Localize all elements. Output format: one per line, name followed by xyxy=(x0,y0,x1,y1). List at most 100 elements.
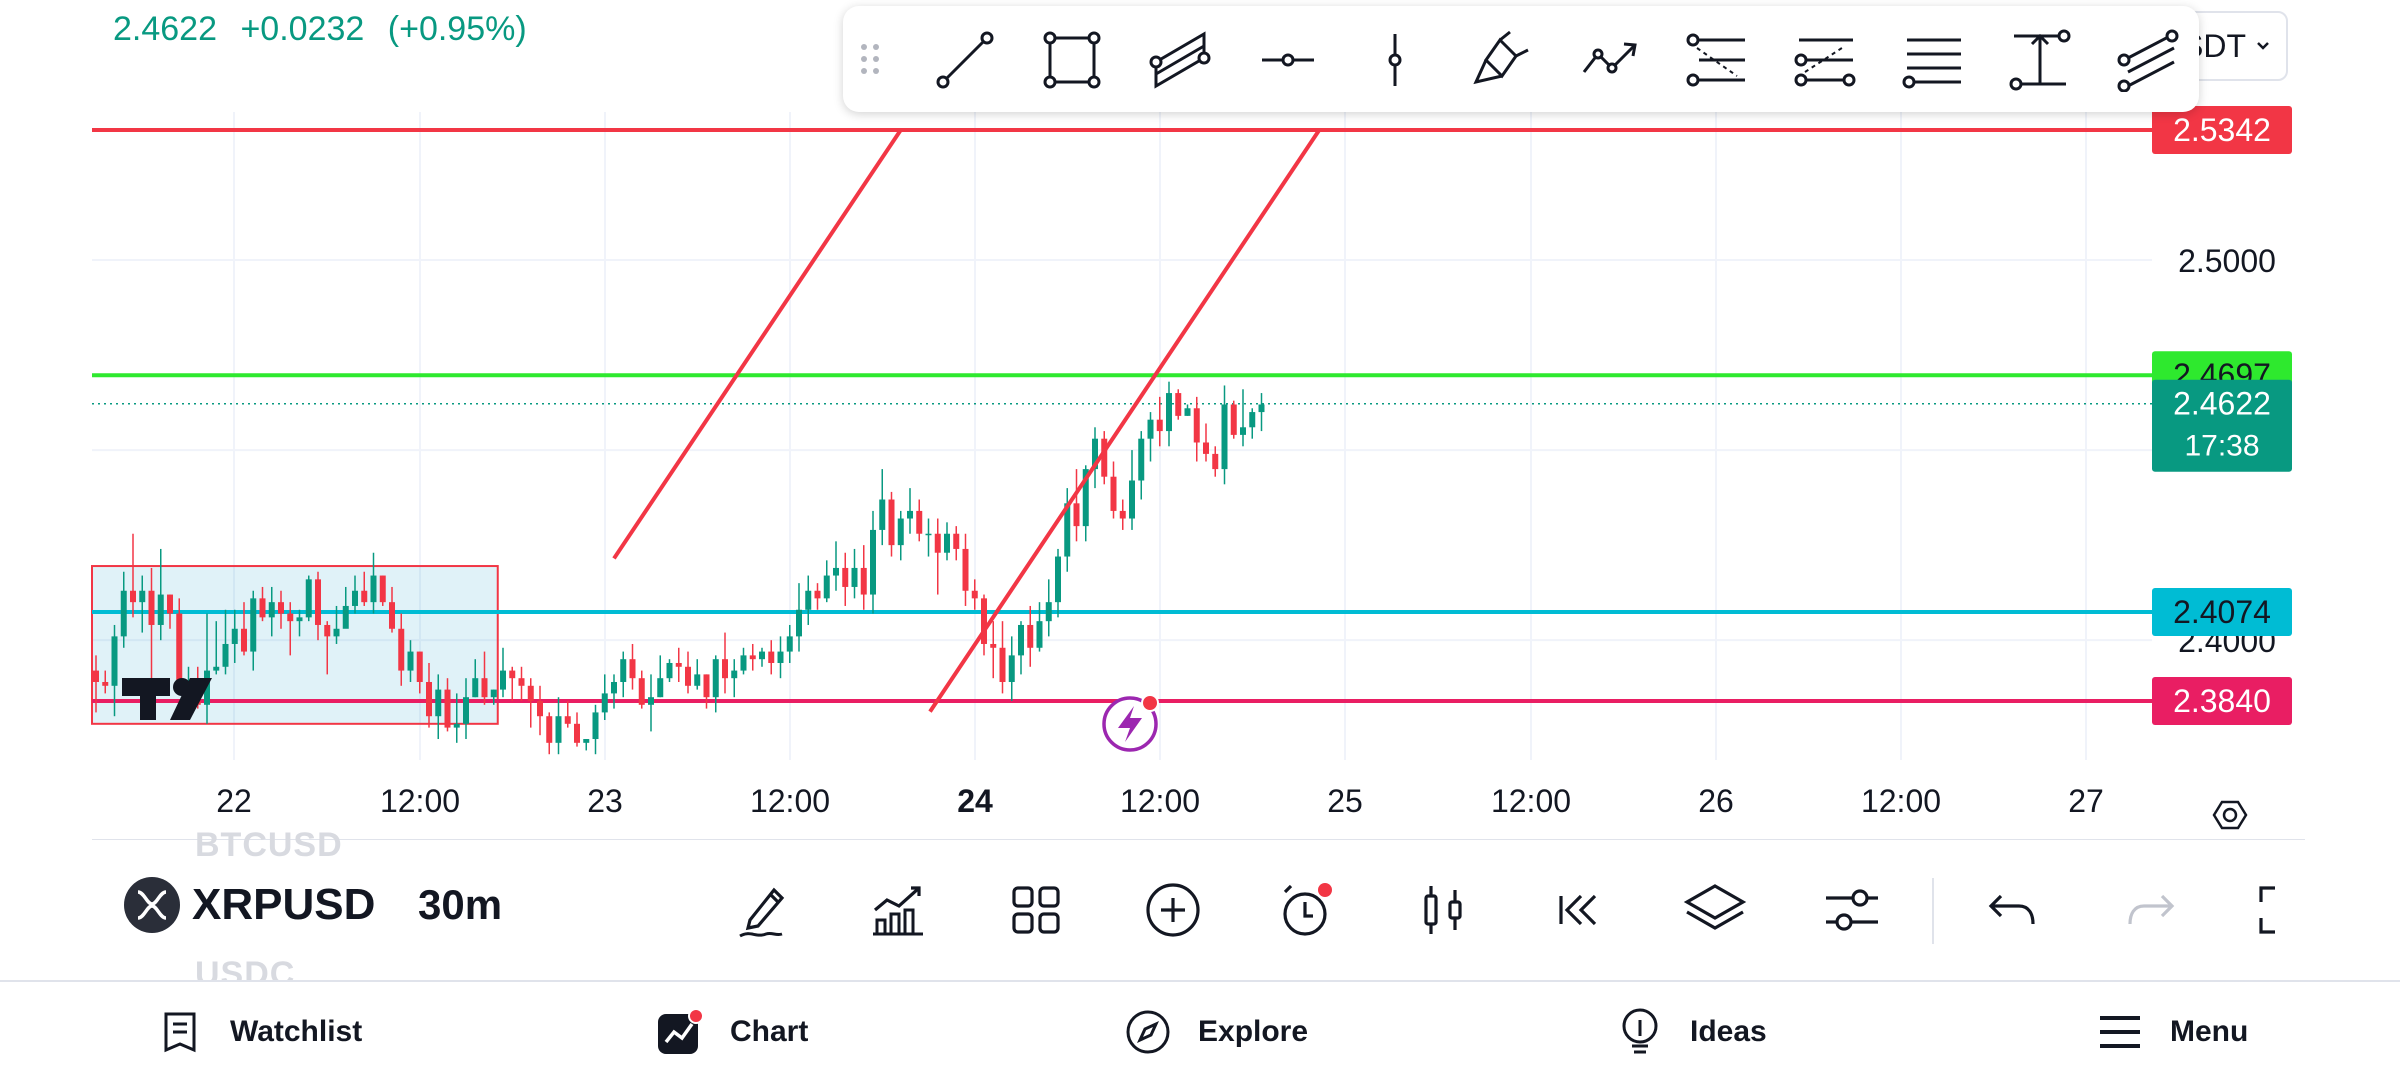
chevron-down-icon xyxy=(2257,42,2269,50)
nav-ideas-label: Ideas xyxy=(1690,1015,1767,1048)
candle xyxy=(805,575,812,625)
trend-line-icon[interactable] xyxy=(928,24,1002,96)
symbol-switcher[interactable]: XRPUSD 30m xyxy=(124,877,502,933)
fib-extension-icon[interactable] xyxy=(1788,24,1862,96)
chart-type-icon[interactable] xyxy=(1409,875,1479,945)
nav-chart[interactable]: Chart xyxy=(656,982,808,1082)
price-badge[interactable]: 2.5342 xyxy=(2152,106,2292,154)
candle-body xyxy=(1212,453,1219,470)
channel-upper-line[interactable] xyxy=(612,128,903,560)
candle-body xyxy=(333,628,340,637)
candle-body xyxy=(657,678,664,698)
axis-settings-icon[interactable] xyxy=(2212,800,2248,830)
interval-button[interactable]: 30m xyxy=(418,881,503,928)
nav-watchlist[interactable]: Watchlist xyxy=(156,982,362,1082)
current-price-badge[interactable]: 2.4622 17:38 xyxy=(2152,379,2292,472)
candle-body xyxy=(1055,556,1061,603)
bottom-navigation: Watchlist Chart Explore Ideas Menu xyxy=(0,980,2400,1082)
vertical-line-icon[interactable] xyxy=(1358,24,1432,96)
candle xyxy=(1073,469,1080,542)
nav-ideas[interactable]: Ideas xyxy=(1616,982,1767,1082)
candle-body xyxy=(1036,621,1043,648)
candle xyxy=(999,621,1006,694)
nav-explore[interactable]: Explore xyxy=(1124,982,1308,1082)
quote-change-percent: (+0.95%) xyxy=(387,10,527,48)
time-axis-label: 12:00 xyxy=(1491,783,1571,819)
price-badge[interactable]: 2.4074 xyxy=(2152,588,2292,637)
candle xyxy=(490,689,497,705)
candle-body xyxy=(860,567,867,595)
nav-menu[interactable]: Menu xyxy=(2096,982,2248,1082)
candle-body xyxy=(139,590,146,603)
horizontal-lines-icon[interactable] xyxy=(1896,24,1970,96)
price-badge-bg xyxy=(2152,677,2292,725)
lightning-icon[interactable] xyxy=(1102,694,1159,752)
candle xyxy=(1101,431,1108,485)
candle xyxy=(629,643,636,690)
candle xyxy=(611,674,617,709)
candle-body xyxy=(167,594,173,614)
candle xyxy=(259,586,266,622)
candle-body xyxy=(934,533,941,553)
candle-body xyxy=(176,613,183,690)
price-badge-value: 2.3840 xyxy=(2173,683,2271,719)
price-chart[interactable]: 2.50002.40002.53422.46972.40742.38402.46… xyxy=(0,0,2400,840)
tradingview-logo xyxy=(122,678,212,720)
parallel-channel-icon[interactable] xyxy=(1143,24,1217,96)
price-badge-value: 2.5342 xyxy=(2173,112,2271,148)
candle xyxy=(990,621,997,679)
layers-icon[interactable] xyxy=(1680,875,1750,945)
candle-body xyxy=(130,590,136,603)
candle xyxy=(1036,602,1043,652)
time-axis-label: 12:00 xyxy=(750,783,830,819)
horizontal-ray-icon[interactable] xyxy=(1251,24,1325,96)
undo-icon[interactable] xyxy=(1978,875,2048,945)
candle-body xyxy=(102,681,109,686)
drag-handle-icon[interactable] xyxy=(855,39,885,79)
candle-body xyxy=(574,723,580,743)
candle xyxy=(870,510,876,614)
candle xyxy=(759,647,765,667)
candle-body xyxy=(916,510,923,534)
candle xyxy=(222,609,229,675)
candle-body xyxy=(1129,480,1135,519)
fullscreen-icon[interactable] xyxy=(2248,875,2318,945)
candle-body xyxy=(601,693,608,713)
brush-icon[interactable] xyxy=(1465,24,1539,96)
layouts-icon[interactable] xyxy=(1001,875,1071,945)
candle xyxy=(453,693,460,743)
candle-body xyxy=(629,659,636,679)
settings-sliders-icon[interactable] xyxy=(1817,875,1887,945)
candle xyxy=(435,674,442,740)
candle xyxy=(1129,450,1135,530)
candle-body xyxy=(555,716,562,743)
pitchfork-icon[interactable] xyxy=(2111,24,2185,96)
replay-icon[interactable] xyxy=(1546,875,1616,945)
fib-retracement-icon[interactable] xyxy=(1680,24,1754,96)
alert-icon[interactable] xyxy=(1272,875,1342,945)
redo-icon[interactable] xyxy=(2115,875,2185,945)
candle xyxy=(833,541,839,591)
candle-body xyxy=(722,659,728,679)
candle-body xyxy=(870,529,876,595)
candle xyxy=(722,632,728,694)
indicators-icon[interactable] xyxy=(864,875,934,945)
nav-explore-label: Explore xyxy=(1198,1015,1309,1048)
rectangle-icon[interactable] xyxy=(1035,24,1109,96)
candle-body xyxy=(879,499,886,530)
candle-body xyxy=(1092,438,1098,470)
add-icon[interactable] xyxy=(1138,875,1208,945)
candle-body xyxy=(666,662,673,679)
price-badge[interactable]: 2.3840 xyxy=(2152,677,2292,725)
candle xyxy=(601,674,608,721)
candle-body xyxy=(407,651,414,671)
candle-body xyxy=(1258,404,1265,413)
price-range-icon[interactable] xyxy=(2003,24,2077,96)
candle xyxy=(1055,548,1061,618)
draw-icon[interactable] xyxy=(729,875,799,945)
path-icon[interactable] xyxy=(1573,24,1647,96)
candle xyxy=(268,586,275,637)
candle xyxy=(444,678,451,732)
candle-body xyxy=(416,651,423,682)
channel-lower-line[interactable] xyxy=(928,128,1321,713)
